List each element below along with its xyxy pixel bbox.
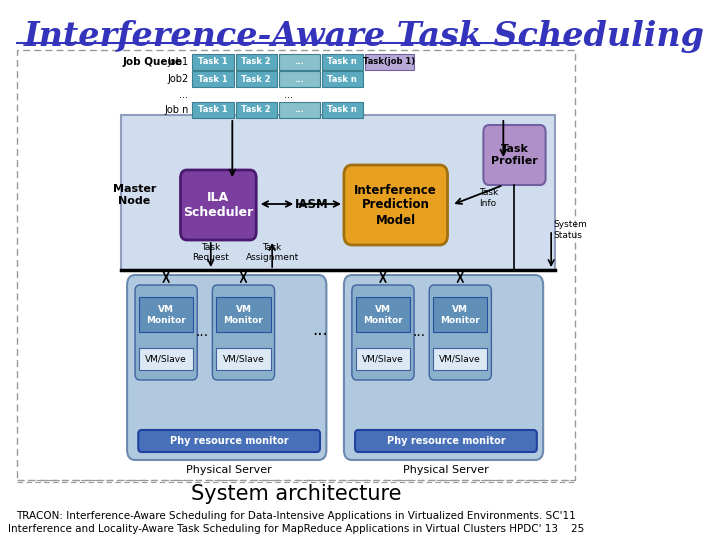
Text: Job2: Job2 <box>167 74 189 84</box>
Bar <box>17 480 575 482</box>
Text: Task
Profiler: Task Profiler <box>491 144 538 166</box>
Text: Job1: Job1 <box>167 57 189 67</box>
Text: Task
Assignment: Task Assignment <box>246 243 299 262</box>
Text: VM/Slave: VM/Slave <box>362 354 404 363</box>
Text: ILA
Scheduler: ILA Scheduler <box>184 191 253 219</box>
Text: Phy resource monitor: Phy resource monitor <box>170 436 289 446</box>
Text: VM/Slave: VM/Slave <box>145 354 187 363</box>
FancyBboxPatch shape <box>135 285 197 380</box>
FancyBboxPatch shape <box>352 285 414 380</box>
Text: VM
Monitor: VM Monitor <box>363 305 403 325</box>
FancyBboxPatch shape <box>212 285 274 380</box>
Text: Task(job 1): Task(job 1) <box>364 57 415 66</box>
Text: Job Queue: Job Queue <box>123 57 183 67</box>
Bar <box>235 102 277 118</box>
FancyBboxPatch shape <box>138 430 320 452</box>
Bar <box>139 297 193 332</box>
Bar <box>192 54 234 70</box>
Text: ...: ... <box>294 57 304 66</box>
Text: Master
Node: Master Node <box>112 184 156 206</box>
FancyBboxPatch shape <box>127 275 326 460</box>
Bar <box>17 50 575 480</box>
Text: VM/Slave: VM/Slave <box>439 354 481 363</box>
Text: ...: ... <box>195 325 209 339</box>
Bar <box>192 71 234 87</box>
Text: Phy resource monitor: Phy resource monitor <box>387 436 505 446</box>
Text: ...: ... <box>284 90 292 100</box>
Text: Task 2: Task 2 <box>241 105 271 114</box>
Text: Task 1: Task 1 <box>199 57 228 66</box>
Bar <box>364 54 414 70</box>
Text: ...: ... <box>294 75 304 84</box>
Text: Task n: Task n <box>328 75 357 84</box>
Bar <box>322 102 363 118</box>
Bar <box>139 348 193 370</box>
Bar <box>121 115 555 270</box>
Bar <box>217 297 271 332</box>
Text: Task 2: Task 2 <box>241 57 271 66</box>
Bar <box>356 348 410 370</box>
Text: System architecture: System architecture <box>191 484 401 504</box>
Bar <box>433 348 487 370</box>
Bar <box>433 297 487 332</box>
Text: ...: ... <box>294 105 304 114</box>
Text: Task
Info: Task Info <box>480 188 499 208</box>
Bar <box>279 71 320 87</box>
Text: VM
Monitor: VM Monitor <box>146 305 186 325</box>
FancyBboxPatch shape <box>429 285 491 380</box>
Bar <box>279 54 320 70</box>
Text: Interference-Aware Task Scheduling: Interference-Aware Task Scheduling <box>24 20 704 53</box>
Text: ...: ... <box>179 90 189 100</box>
Text: Task 1: Task 1 <box>199 75 228 84</box>
Text: VM
Monitor: VM Monitor <box>224 305 264 325</box>
Text: Task n: Task n <box>328 105 357 114</box>
FancyBboxPatch shape <box>344 165 448 245</box>
Bar <box>279 102 320 118</box>
Text: Task 2: Task 2 <box>241 75 271 84</box>
Text: Interference
Prediction
Model: Interference Prediction Model <box>354 184 437 226</box>
Text: System
Status: System Status <box>554 220 588 240</box>
Text: ...: ... <box>312 321 328 339</box>
Bar <box>235 54 277 70</box>
Text: IASM: IASM <box>295 198 329 211</box>
FancyBboxPatch shape <box>344 275 543 460</box>
Text: Job n: Job n <box>164 105 189 115</box>
Text: Task 1: Task 1 <box>199 105 228 114</box>
Text: Physical Server: Physical Server <box>403 465 489 475</box>
Bar <box>235 71 277 87</box>
Bar <box>356 297 410 332</box>
FancyBboxPatch shape <box>181 170 256 240</box>
Bar <box>322 54 363 70</box>
Text: VM
Monitor: VM Monitor <box>441 305 480 325</box>
Text: Task n: Task n <box>328 57 357 66</box>
Bar <box>322 71 363 87</box>
FancyBboxPatch shape <box>483 125 546 185</box>
Bar <box>217 348 271 370</box>
Text: TRACON: Interference-Aware Scheduling for Data-Intensive Applications in Virtual: TRACON: Interference-Aware Scheduling fo… <box>17 511 576 521</box>
FancyBboxPatch shape <box>355 430 537 452</box>
Bar <box>192 102 234 118</box>
Text: VM/Slave: VM/Slave <box>222 354 264 363</box>
Text: Task
Request: Task Request <box>192 243 229 262</box>
Text: ...: ... <box>413 325 426 339</box>
Text: Physical Server: Physical Server <box>186 465 272 475</box>
Text: Interference and Locality-Aware Task Scheduling for MapReduce Applications in Vi: Interference and Locality-Aware Task Sch… <box>8 524 584 534</box>
